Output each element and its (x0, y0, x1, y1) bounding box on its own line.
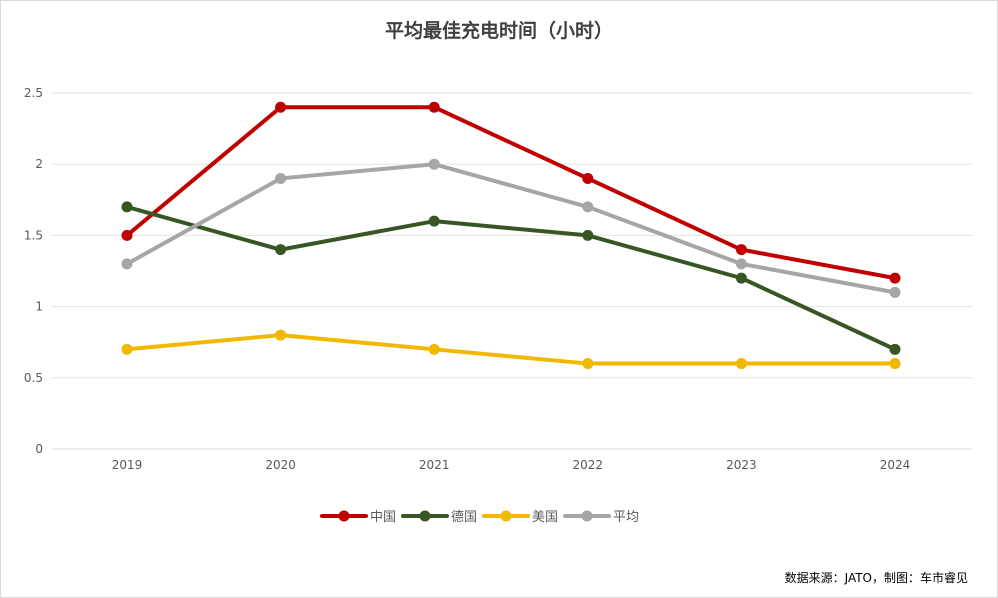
data-point (582, 201, 594, 213)
x-tick-label: 2019 (112, 458, 143, 472)
data-point (735, 272, 747, 284)
series-平均 (121, 158, 901, 298)
data-point (735, 244, 747, 256)
data-point (735, 358, 747, 370)
legend-marker (581, 510, 593, 522)
data-point (121, 343, 133, 355)
legend-item: 美国 (482, 510, 558, 525)
data-point (889, 358, 901, 370)
data-point (428, 343, 440, 355)
legend-label: 德国 (451, 510, 477, 525)
gridlines (52, 92, 972, 450)
data-point (582, 229, 594, 241)
data-point (275, 244, 287, 256)
series-line (125, 333, 897, 366)
x-axis-ticks: 2019 2020 2021 2022 2023 2024 (112, 458, 911, 472)
data-point (121, 258, 133, 270)
chart-title: 平均最佳充电时间（小时） (385, 19, 613, 42)
data-point (582, 172, 594, 184)
x-tick-label: 2020 (265, 458, 296, 472)
data-point (428, 158, 440, 170)
legend-marker (419, 510, 431, 522)
legend-item: 平均 (563, 510, 639, 525)
series-德国 (121, 201, 901, 355)
data-point (275, 101, 287, 113)
data-point (889, 286, 901, 298)
legend-item: 中国 (320, 510, 396, 525)
series-中国 (121, 101, 901, 284)
legend-marker (338, 510, 350, 522)
x-tick-label: 2021 (419, 458, 450, 472)
series-lines (121, 101, 901, 370)
y-tick-label: 1 (35, 300, 43, 314)
legend-label: 平均 (613, 510, 639, 525)
data-point (428, 101, 440, 113)
legend-marker (500, 510, 512, 522)
data-point (428, 215, 440, 227)
y-tick-label: 0.5 (24, 371, 43, 385)
legend-label: 美国 (532, 510, 558, 525)
series-line (125, 204, 897, 352)
y-tick-label: 1.5 (24, 228, 43, 242)
x-tick-label: 2023 (726, 458, 757, 472)
series-美国 (121, 329, 901, 370)
legend: 中国 德国 美国 平均 (320, 510, 639, 525)
x-tick-label: 2024 (880, 458, 911, 472)
data-point (121, 201, 133, 213)
data-point (275, 329, 287, 341)
y-tick-label: 2 (35, 157, 43, 171)
y-axis-ticks: 0 0.5 1 1.5 2 2.5 (24, 86, 43, 456)
data-point (121, 229, 133, 241)
data-point (889, 343, 901, 355)
data-point (735, 258, 747, 270)
series-line (125, 162, 897, 295)
data-point (275, 172, 287, 184)
legend-label: 中国 (370, 510, 396, 525)
series-line (125, 105, 897, 281)
source-note: 数据来源：JATO，制图：车市睿见 (785, 570, 968, 585)
legend-item: 德国 (401, 510, 477, 525)
x-tick-label: 2022 (573, 458, 604, 472)
data-point (582, 358, 594, 370)
y-tick-label: 0 (35, 442, 43, 456)
data-point (889, 272, 901, 284)
y-tick-label: 2.5 (24, 86, 43, 100)
